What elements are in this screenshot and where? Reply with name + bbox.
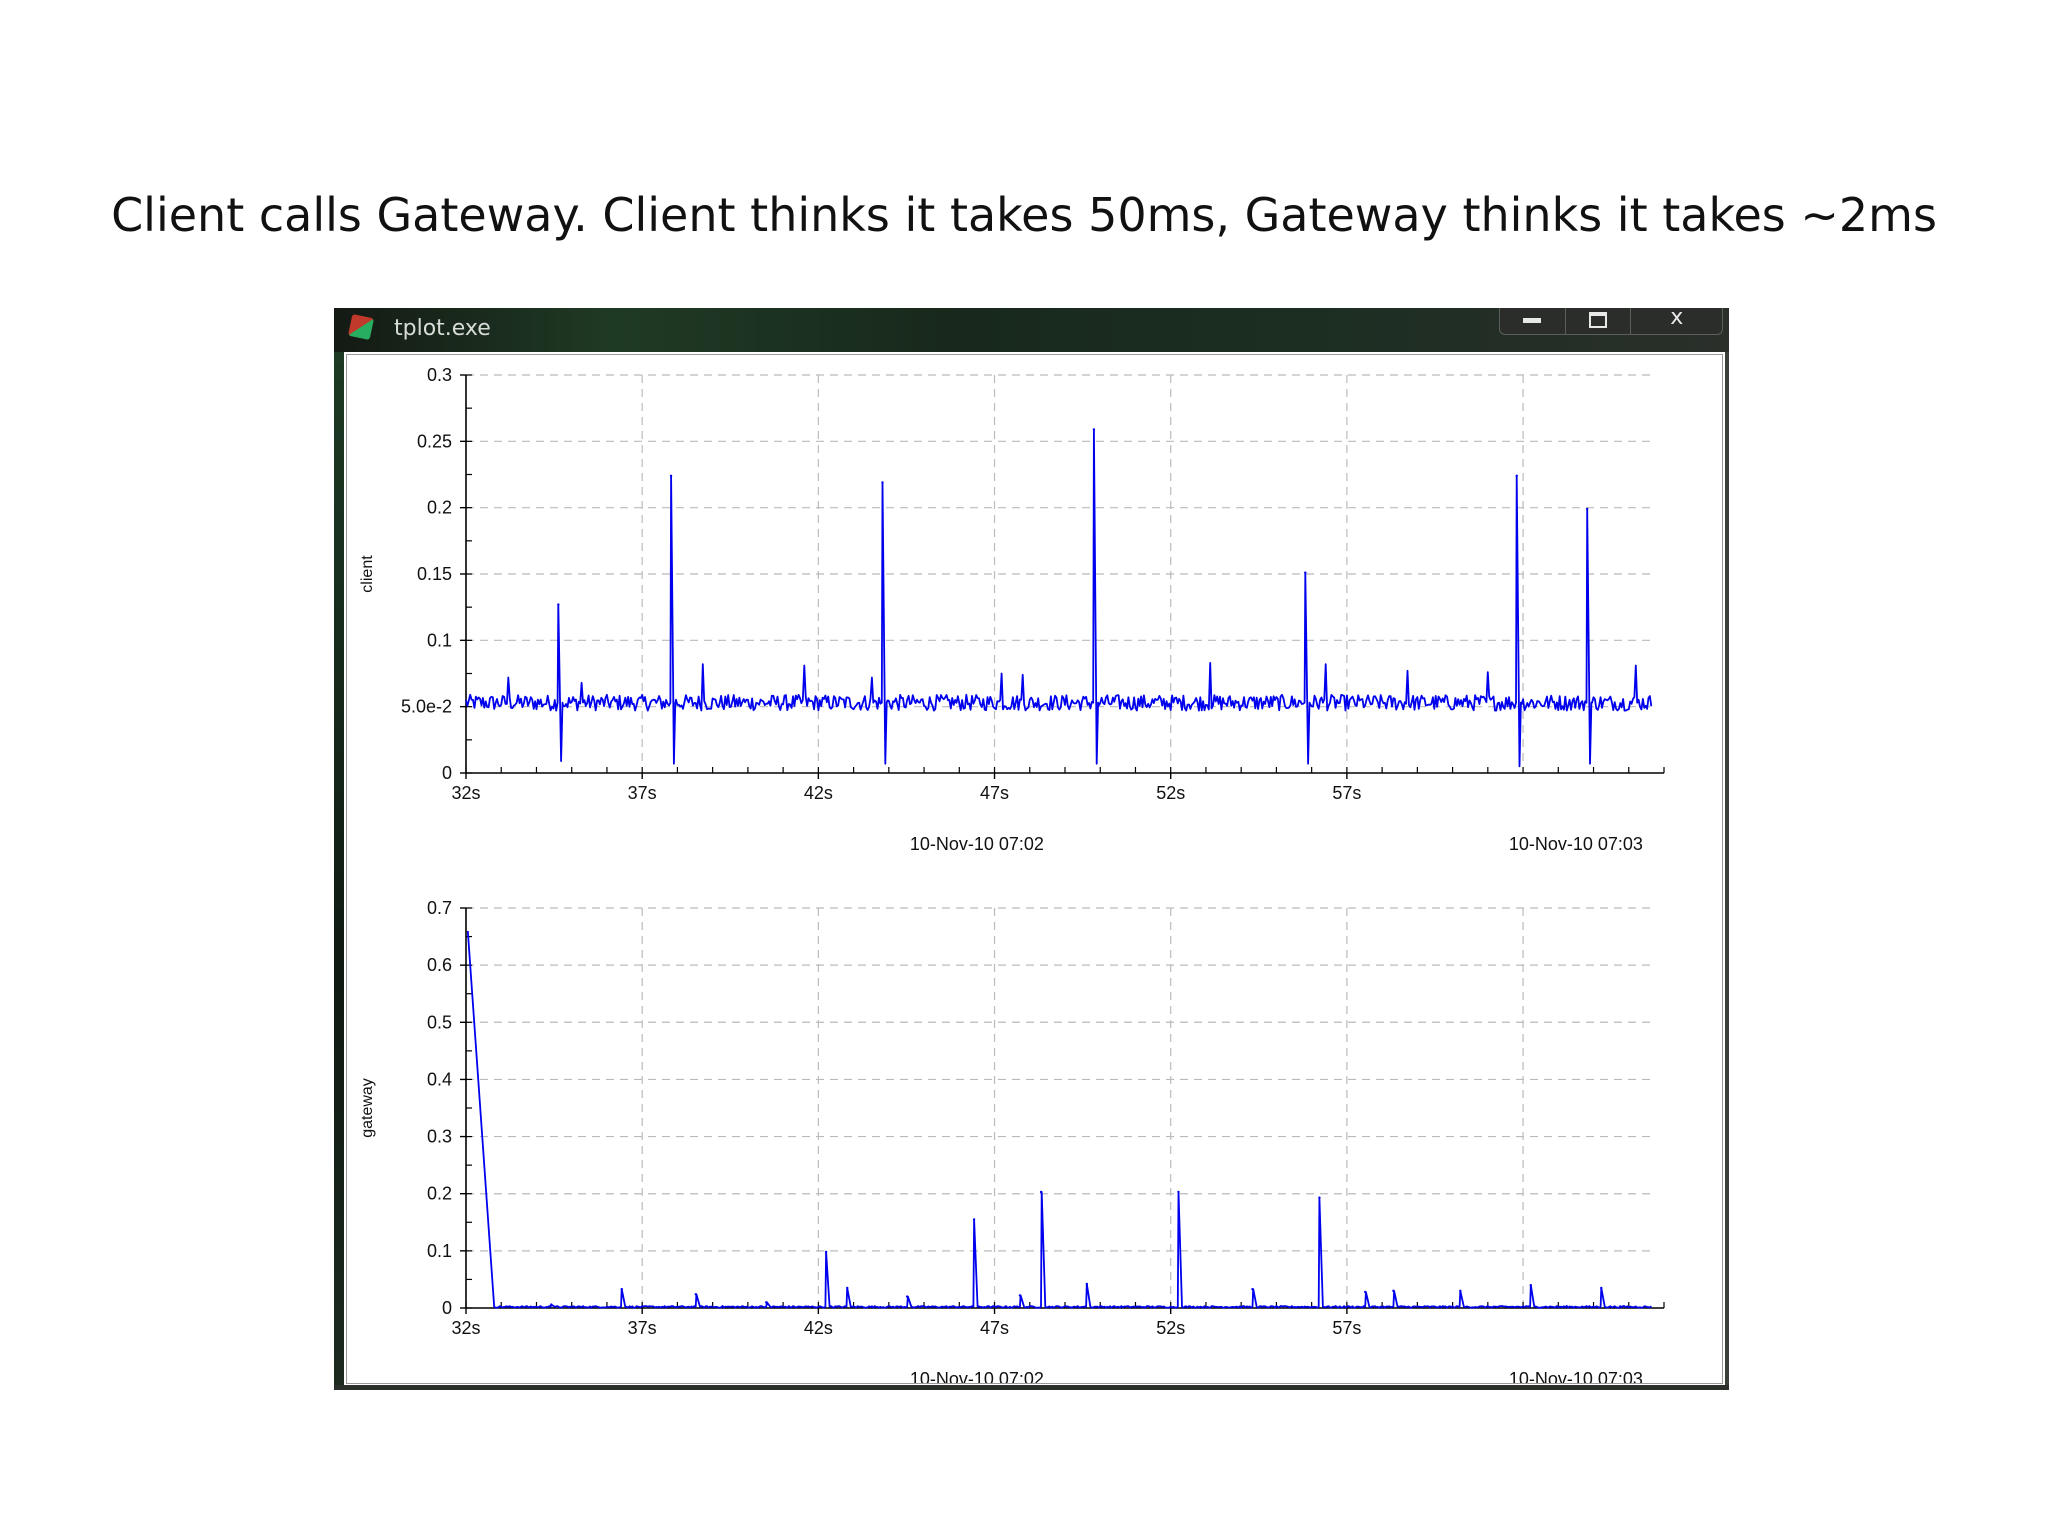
spike-peak-point — [1251, 1287, 1254, 1291]
y-tick-label: 0.1 — [427, 1241, 452, 1261]
spike-peak-point — [881, 481, 884, 484]
x-tick-label: 52s — [1156, 783, 1185, 803]
chart-client: 0 5.0e-2 0.1 0.15 0.2 0.25 0.3 32s 37s 42s 47s 52s 5… — [359, 365, 1665, 854]
series-line-client — [465, 428, 1653, 768]
x-tick-label: 47s — [980, 783, 1009, 803]
spike-peak-point — [1177, 1190, 1180, 1194]
spike-peak-point — [1039, 1190, 1043, 1194]
tplot-app-icon — [347, 313, 375, 341]
y-tick-label: 0.2 — [427, 498, 452, 518]
spike-peak-point — [1392, 1289, 1395, 1293]
y-tick-label: 0.3 — [427, 365, 452, 385]
spike-peak-point — [1092, 428, 1096, 431]
plot-area: 0 5.0e-2 0.1 0.15 0.2 0.25 0.3 32s 37s 42s 47s 52s 5… — [346, 354, 1723, 1384]
y-tick-label: 0.4 — [427, 1069, 452, 1089]
chart-gateway: 0 0.1 0.2 0.3 0.4 0.5 0.6 0.7 32s 37s 42s 47s 52s 57s… — [359, 898, 1665, 1383]
window-frame-left — [334, 352, 344, 1390]
y-tick-label: 0.3 — [427, 1127, 452, 1147]
spike-peak-point — [694, 1293, 697, 1296]
spike-peak-point — [1364, 1290, 1367, 1294]
x-tick-label: 42s — [804, 1318, 833, 1338]
y-tick-label: 0.1 — [427, 630, 452, 650]
spike-peak-point — [972, 1218, 976, 1221]
x-date-label: 10-Nov-10 07:02 — [910, 834, 1044, 854]
spike-peak-point — [1085, 1282, 1089, 1286]
x-tick-label: 32s — [451, 783, 480, 803]
x-tick-label: 47s — [980, 1318, 1009, 1338]
spike-peak-point — [1459, 1289, 1462, 1293]
y-tick-label: 0.15 — [417, 564, 452, 584]
x-tick-label: 32s — [451, 1318, 480, 1338]
spike-peak-point — [905, 1295, 909, 1298]
minimize-icon[interactable] — [1500, 308, 1566, 334]
slide-title: Client calls Gateway. Client thinks it t… — [111, 188, 1937, 242]
spike-peak-point — [824, 1250, 828, 1254]
plots-svg: 0 5.0e-2 0.1 0.15 0.2 0.25 0.3 32s 37s 42s 47s 52s 5… — [359, 365, 1665, 1383]
maximize-icon[interactable] — [1566, 308, 1632, 334]
x-tick-label: 42s — [804, 783, 833, 803]
y-axis-label: gateway — [359, 1078, 376, 1138]
close-icon[interactable]: x — [1670, 308, 1684, 330]
y-tick-label: 0.2 — [427, 1184, 452, 1204]
tplot-window: tplot.exe x 0 5.0e-2 0.1 0.15 0.2 0.25 0.3 32s 3… — [334, 308, 1729, 1390]
window-title: tplot.exe — [394, 316, 491, 341]
spike-peak-point — [557, 603, 560, 606]
spike-peak-point — [550, 1303, 553, 1306]
y-tick-label: 0 — [442, 1298, 452, 1318]
spike-peak-point — [1515, 474, 1518, 478]
x-tick-label: 37s — [628, 783, 657, 803]
y-tick-label: 0 — [442, 763, 452, 783]
spike-peak-point — [1018, 1294, 1022, 1297]
spike-peak-point — [1585, 507, 1589, 511]
y-tick-label: 0.25 — [417, 431, 452, 451]
spike-peak-point — [1318, 1196, 1321, 1199]
series-line-gateway — [466, 930, 1652, 1309]
spike-peak-point — [1304, 571, 1307, 574]
window-frame-bottom — [334, 1385, 1729, 1390]
x-tick-label: 37s — [628, 1318, 657, 1338]
spike-peak-point — [846, 1286, 849, 1290]
y-tick-label: 0.6 — [427, 955, 452, 975]
x-date-label: 10-Nov-10 07:03 — [1509, 1369, 1643, 1383]
x-date-label: 10-Nov-10 07:03 — [1509, 834, 1643, 854]
spike-peak-point — [1600, 1286, 1603, 1290]
spike-peak-point — [1529, 1283, 1533, 1287]
spike-peak-point — [620, 1287, 623, 1291]
spike-peak-point — [669, 474, 673, 478]
window-frame-right — [1725, 352, 1729, 1390]
y-axis-label: client — [359, 555, 376, 593]
window-titlebar[interactable]: tplot.exe x — [334, 308, 1729, 352]
x-tick-label: 57s — [1332, 1318, 1361, 1338]
x-date-label: 10-Nov-10 07:02 — [910, 1369, 1044, 1383]
y-tick-label: 0.5 — [427, 1012, 452, 1032]
spike-peak-point — [765, 1301, 768, 1304]
y-tick-label: 0.7 — [427, 898, 452, 918]
x-tick-label: 52s — [1156, 1318, 1185, 1338]
y-tick-label: 5.0e-2 — [401, 697, 452, 717]
window-controls: x — [1499, 308, 1723, 335]
x-tick-label: 57s — [1332, 783, 1361, 803]
